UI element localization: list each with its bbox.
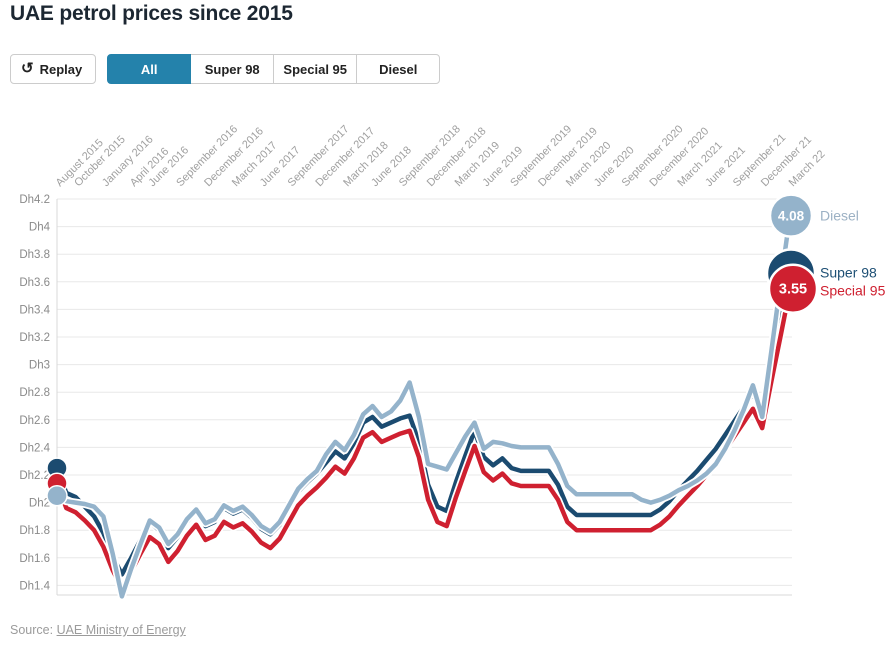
- y-tick-label: Dh3.6: [19, 277, 50, 289]
- source-line: Source: UAE Ministry of Energy: [10, 623, 186, 637]
- end-marker-special-95: [767, 263, 819, 314]
- series-line-diesel: [54, 213, 793, 599]
- y-tick-label: Dh2.4: [19, 442, 50, 454]
- tab-all[interactable]: All: [107, 54, 192, 84]
- series-label-special-95: Special 95: [820, 283, 886, 299]
- series-label-super-98: Super 98: [820, 265, 877, 281]
- tab-super-98[interactable]: Super 98: [190, 54, 275, 84]
- page-title: UAE petrol prices since 2015: [10, 2, 293, 25]
- y-tick-label: Dh1.6: [19, 553, 50, 565]
- source-link[interactable]: UAE Ministry of Energy: [56, 623, 186, 637]
- y-tick-label: Dh3.8: [19, 249, 50, 261]
- chart-controls: ↺ Replay All Super 98 Special 95 Diesel: [10, 54, 441, 84]
- tab-diesel[interactable]: Diesel: [356, 54, 441, 84]
- y-tick-label: Dh1.4: [19, 580, 50, 592]
- series-line-special-95: [54, 286, 793, 591]
- start-marker-diesel: [46, 484, 68, 507]
- y-tick-label: Dh2: [29, 498, 50, 510]
- y-tick-label: Dh3.4: [19, 304, 50, 316]
- y-tick-label: Dh3.2: [19, 332, 50, 344]
- y-tick-label: Dh2.2: [19, 470, 50, 482]
- series-special-95: [53, 284, 794, 593]
- y-tick-label: Dh3: [29, 360, 50, 372]
- series-filter-tabs: All Super 98 Special 95 Diesel: [107, 54, 441, 84]
- replay-button[interactable]: ↺ Replay: [10, 54, 97, 84]
- source-prefix: Source:: [10, 623, 57, 637]
- tab-special-95[interactable]: Special 95: [273, 54, 358, 84]
- y-tick-label: Dh1.8: [19, 525, 50, 537]
- end-marker-diesel: [768, 193, 814, 238]
- y-tick-label: Dh2.6: [19, 415, 50, 427]
- y-tick-label: Dh4.2: [19, 194, 50, 206]
- series-label-diesel: Diesel: [820, 208, 859, 224]
- end-value-special-95: 3.55: [779, 282, 807, 298]
- end-value-diesel: 4.08: [778, 209, 805, 224]
- series-diesel: [53, 211, 794, 601]
- replay-label: Replay: [39, 61, 83, 77]
- replay-icon: ↺: [21, 59, 34, 77]
- y-tick-label: Dh4: [29, 222, 51, 234]
- y-tick-label: Dh2.8: [19, 387, 50, 399]
